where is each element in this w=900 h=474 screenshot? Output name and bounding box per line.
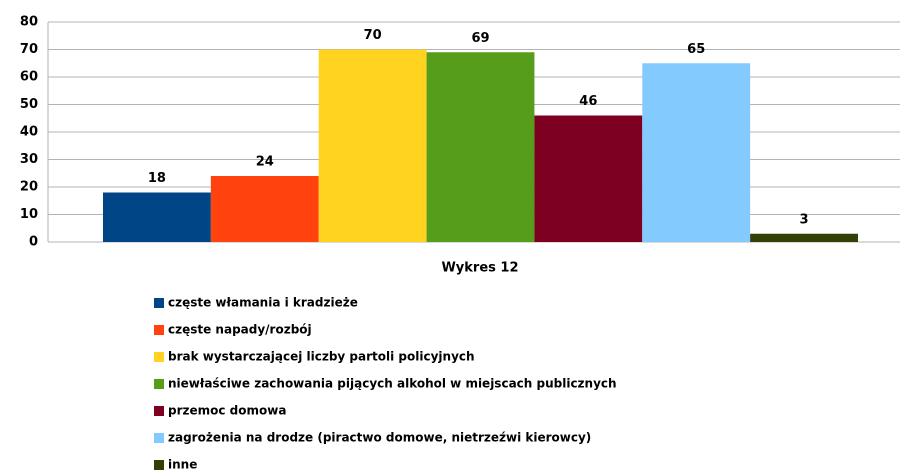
legend: częste włamania i kradzieże częste napady… — [154, 296, 617, 472]
bar — [534, 115, 643, 242]
legend-swatch — [154, 460, 164, 470]
legend-label: częste włamania i kradzieże — [168, 296, 358, 310]
data-label: 24 — [256, 155, 274, 170]
data-label: 65 — [687, 42, 705, 57]
y-tick-label: 50 — [20, 97, 38, 112]
legend-label: inne — [168, 458, 197, 472]
data-label: 18 — [148, 171, 166, 186]
legend-label: częste napady/rozbój — [168, 323, 312, 337]
legend-swatch — [154, 298, 164, 308]
bar — [426, 52, 535, 242]
legend-swatch — [154, 352, 164, 362]
y-tick-label: 70 — [20, 42, 38, 57]
y-tick-label: 0 — [29, 235, 38, 250]
legend-label: przemoc domowa — [168, 404, 286, 418]
x-axis-label: Wykres 12 — [441, 261, 518, 276]
legend-swatch — [154, 406, 164, 416]
legend-label: niewłaściwe zachowania pijących alkohol … — [168, 377, 617, 391]
data-label: 3 — [800, 212, 809, 227]
bar — [103, 192, 211, 242]
y-tick-label: 80 — [20, 15, 38, 30]
legend-swatch — [154, 379, 164, 389]
y-tick-label: 40 — [20, 125, 38, 140]
y-tick-label: 60 — [20, 70, 38, 85]
bar — [210, 176, 319, 242]
y-tick-label: 10 — [20, 207, 38, 222]
bar — [750, 233, 858, 242]
bar — [642, 63, 751, 242]
data-label: 69 — [471, 31, 489, 46]
legend-swatch — [154, 325, 164, 335]
data-label: 70 — [364, 28, 382, 43]
y-tick-label: 20 — [20, 180, 38, 195]
bar — [318, 49, 427, 242]
legend-label: zagrożenia na drodze (piractwo domowe, n… — [168, 431, 591, 445]
y-tick-label: 30 — [20, 152, 38, 167]
legend-label: brak wystarczającej liczby partoli polic… — [168, 350, 475, 364]
data-label: 46 — [579, 94, 597, 109]
legend-swatch — [154, 433, 164, 443]
